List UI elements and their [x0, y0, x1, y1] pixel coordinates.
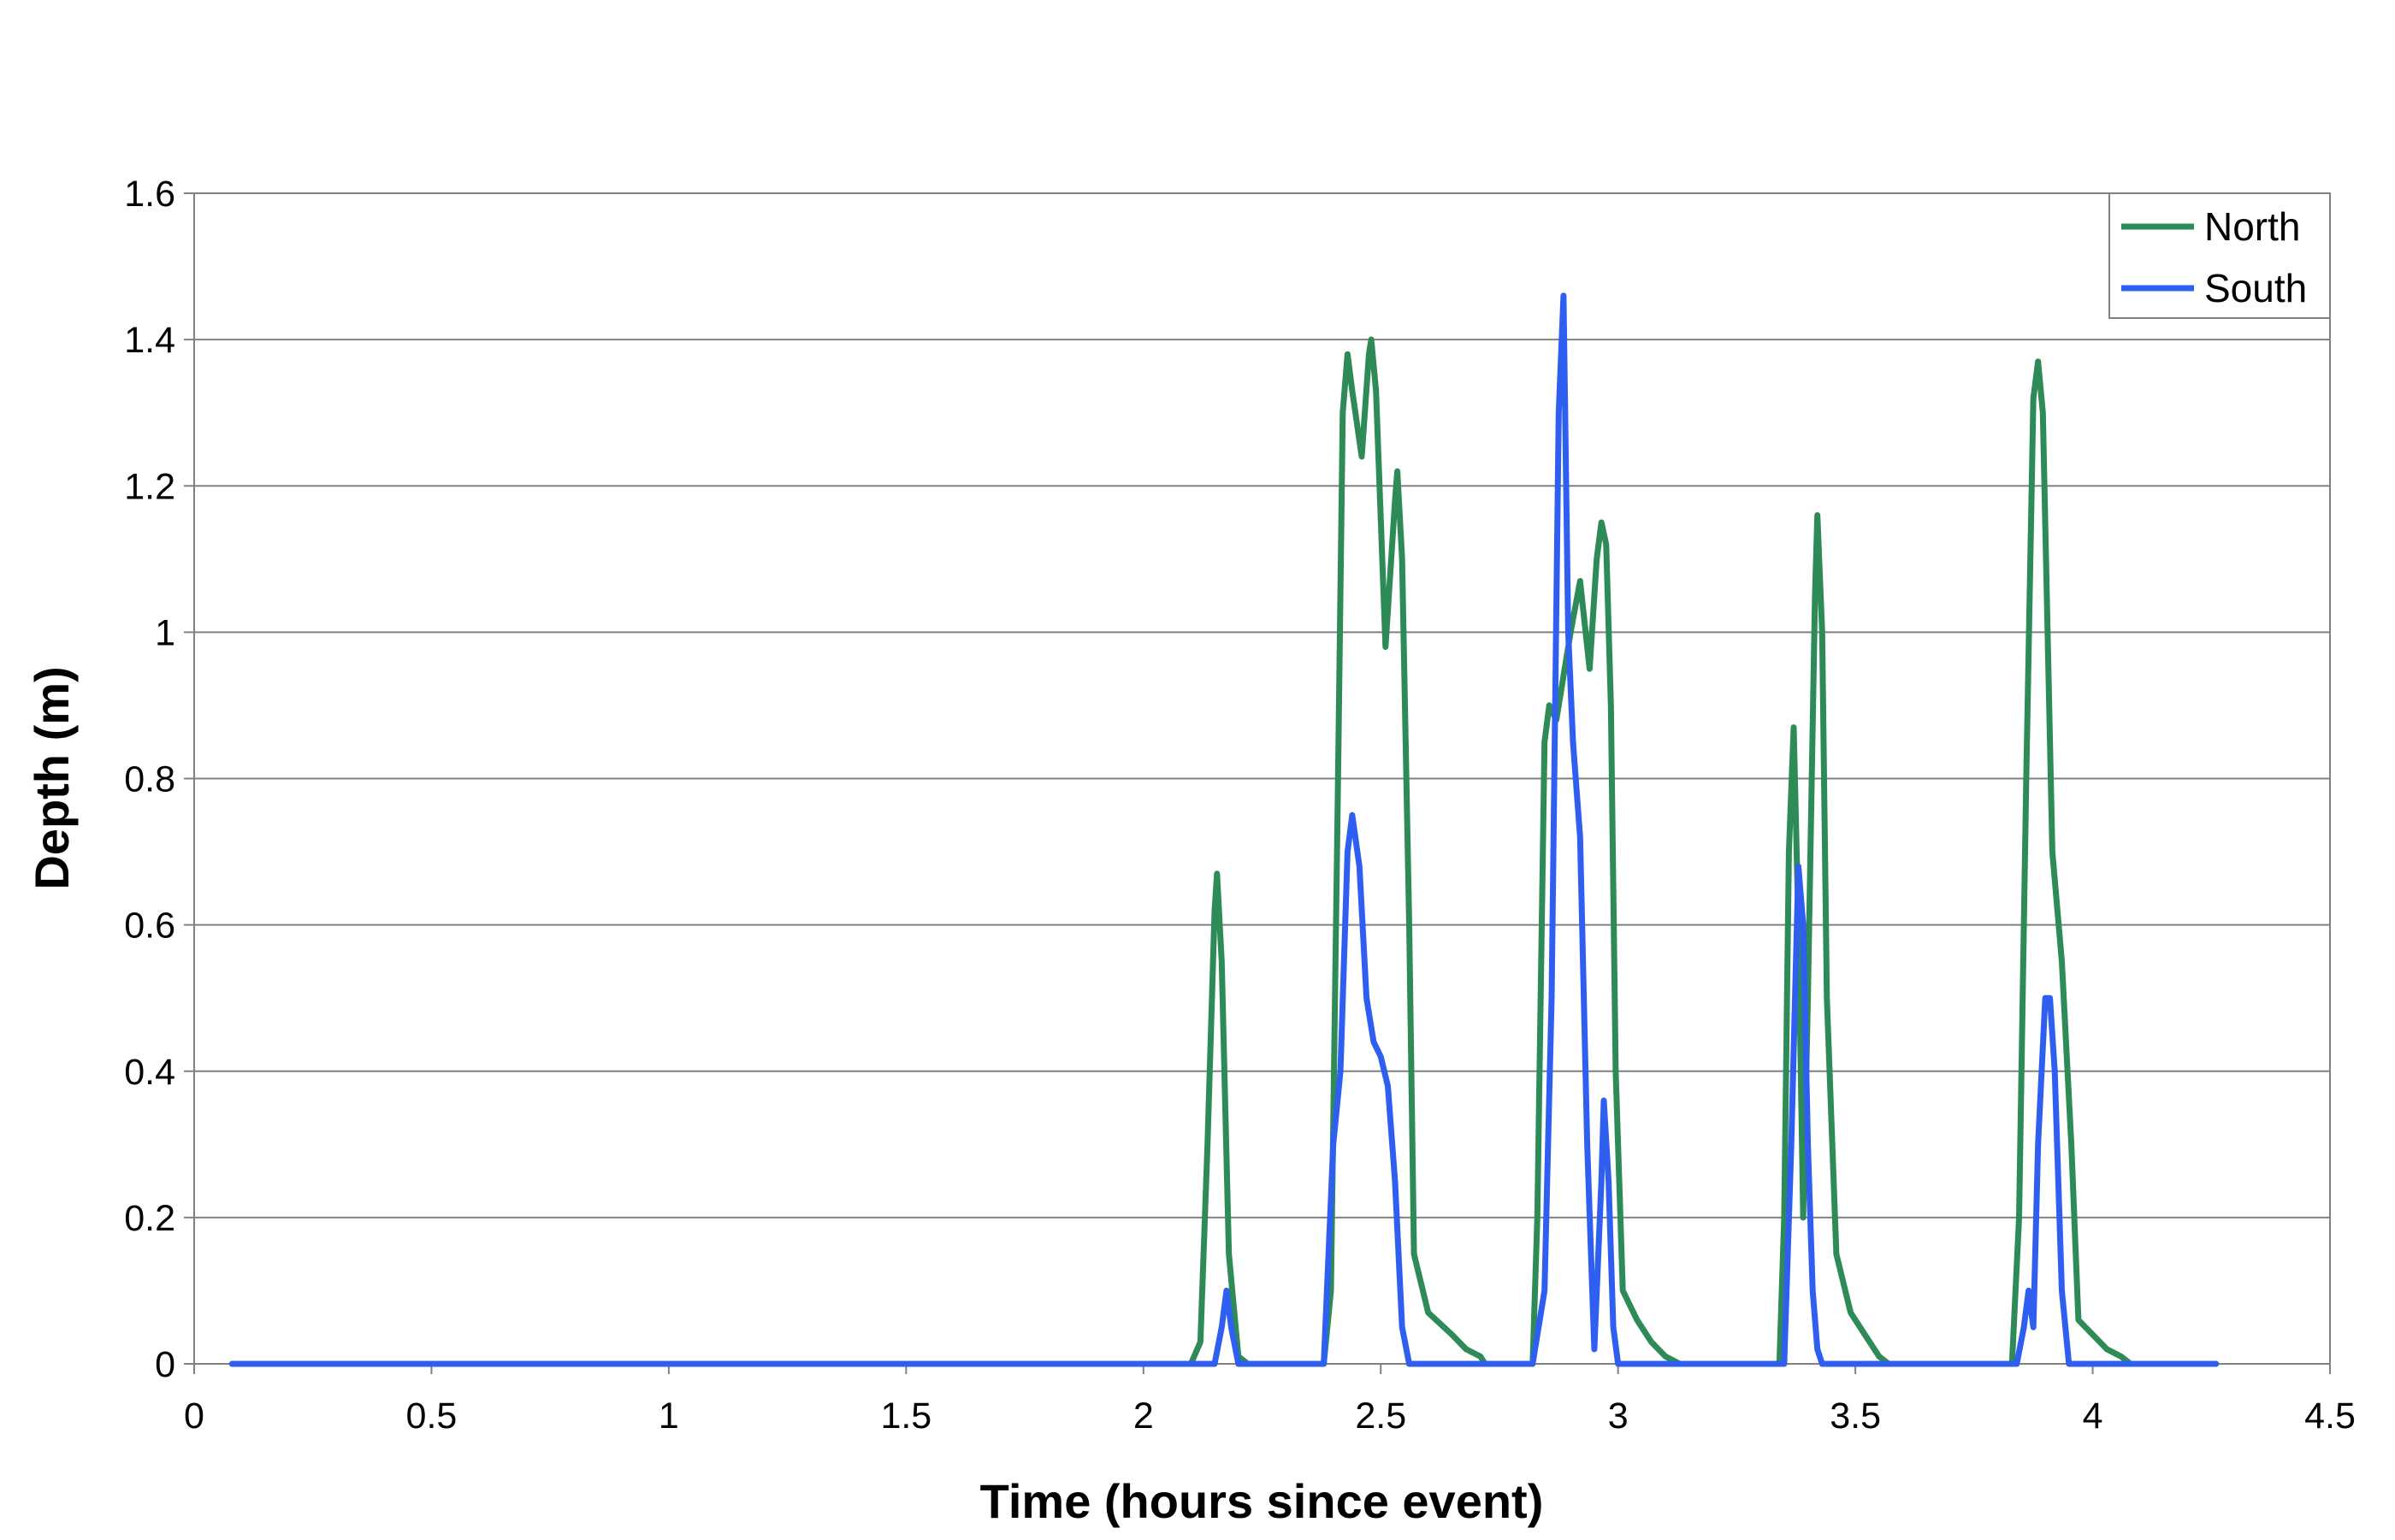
x-tick-label: 0.5 — [406, 1395, 458, 1437]
y-tick-label: 0.6 — [124, 906, 175, 947]
legend-label-north: North — [2204, 204, 2300, 249]
x-tick-label: 1 — [659, 1395, 679, 1437]
y-tick-label: 0.2 — [124, 1198, 175, 1239]
y-axis-title: Depth (m) — [25, 666, 79, 889]
y-tick-label: 1 — [155, 612, 175, 653]
y-tick-label: 1.4 — [124, 320, 175, 361]
x-tick-label: 4 — [2083, 1395, 2103, 1437]
y-tick-label: 0 — [155, 1344, 175, 1385]
legend: North South — [2108, 192, 2331, 319]
x-tick-label: 2.5 — [1355, 1395, 1406, 1437]
y-tick-label: 1.2 — [124, 466, 175, 507]
axes: 0 0.2 0.4 0.6 0.8 1 1.2 1.4 1.6 0 0.5 1 1.5 2 2.5 3 3.5 4… — [124, 174, 2356, 1437]
legend-label-south: South — [2204, 266, 2307, 310]
gridlines — [194, 339, 2330, 1218]
x-tick-label: 3.5 — [1830, 1395, 1881, 1437]
x-axis-title: Time (hours since event) — [980, 1474, 1544, 1528]
series-line-south — [228, 292, 2220, 1367]
x-tick-label: 3 — [1608, 1395, 1629, 1437]
y-tick-label: 0.8 — [124, 759, 175, 800]
series-line-north — [228, 336, 2134, 1367]
x-tick-label: 1.5 — [880, 1395, 931, 1437]
legend-box — [2108, 192, 2331, 319]
y-tick-label: 0.4 — [124, 1052, 175, 1093]
y-tick-label: 1.6 — [124, 174, 175, 215]
x-tick-label: 4.5 — [2304, 1395, 2356, 1437]
x-tick-label: 2 — [1133, 1395, 1154, 1437]
data-series — [228, 292, 2220, 1367]
x-tick-label: 0 — [184, 1395, 204, 1437]
